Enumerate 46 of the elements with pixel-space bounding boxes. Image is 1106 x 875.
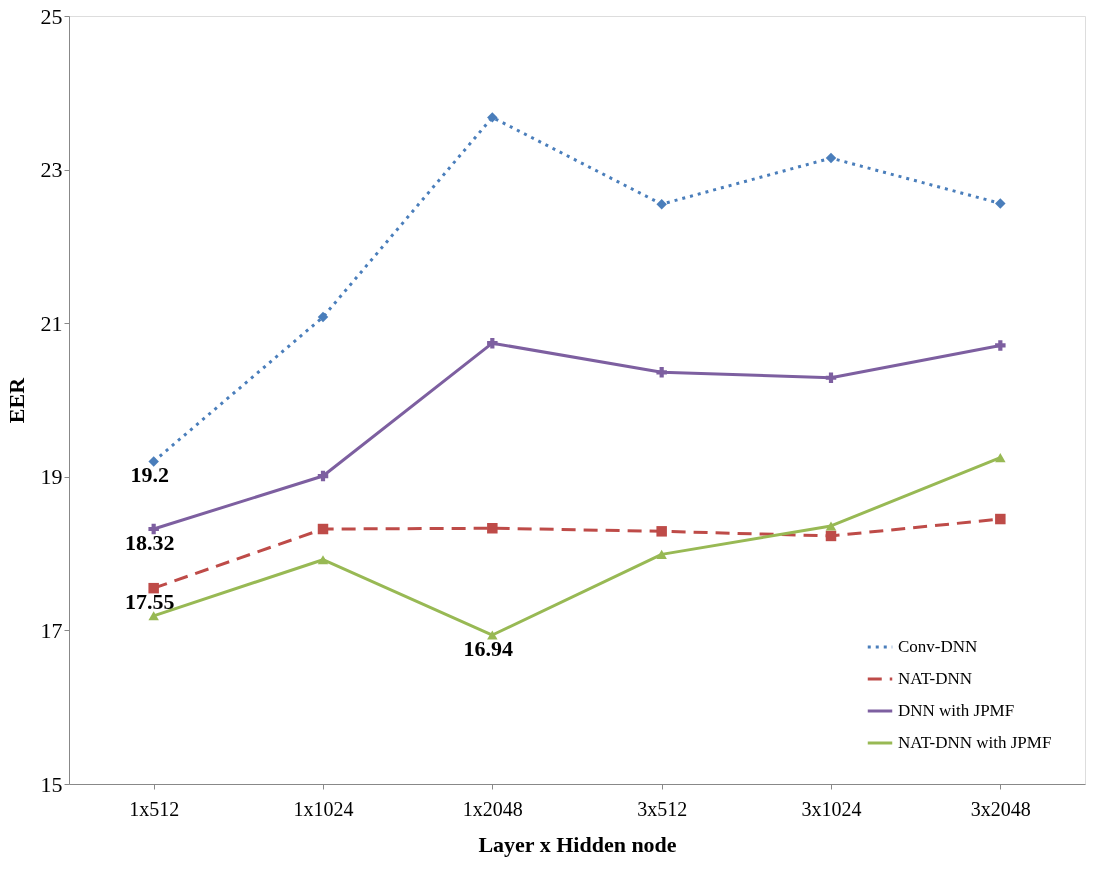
x-tick-label: 1x1024 bbox=[293, 797, 354, 820]
point bbox=[825, 530, 837, 542]
point bbox=[995, 513, 1006, 525]
data-label: 18.32 bbox=[124, 530, 175, 556]
point bbox=[487, 523, 498, 534]
point bbox=[995, 198, 1006, 209]
y-tick-label: 25 bbox=[40, 3, 63, 29]
y-tick-label: 23 bbox=[40, 157, 63, 183]
point bbox=[317, 523, 329, 535]
point bbox=[656, 526, 667, 537]
point bbox=[825, 152, 837, 164]
y-tick-label: 17 bbox=[40, 617, 63, 643]
data-label: 17.55 bbox=[124, 589, 175, 615]
point bbox=[148, 611, 159, 621]
legend-label: DNN with JPMF bbox=[898, 701, 1015, 720]
point bbox=[825, 372, 837, 383]
legend-label: NAT-DNN bbox=[898, 669, 972, 688]
y-axis-title: EER bbox=[3, 376, 29, 424]
x-tick-label: 3x1024 bbox=[801, 797, 862, 820]
point bbox=[317, 470, 329, 482]
point bbox=[656, 198, 667, 210]
point bbox=[317, 311, 329, 323]
data-label: 16.94 bbox=[463, 636, 514, 662]
legend-label: NAT-DNN with JPMF bbox=[898, 733, 1052, 752]
point bbox=[656, 549, 667, 559]
legend-label: Conv-DNN bbox=[898, 637, 978, 656]
point bbox=[148, 456, 159, 467]
y-tick-label: 19 bbox=[40, 464, 63, 490]
x-tick-label: 3x2048 bbox=[970, 797, 1031, 820]
point bbox=[487, 112, 498, 123]
y-tick-label: 21 bbox=[40, 310, 63, 336]
point bbox=[656, 367, 667, 378]
point bbox=[487, 337, 498, 349]
x-tick-label: 1x512 bbox=[129, 797, 180, 820]
point bbox=[148, 523, 159, 535]
x-axis-title: Layer x Hidden node bbox=[478, 831, 677, 857]
y-tick-label: 15 bbox=[40, 771, 63, 797]
x-tick-label: 1x2048 bbox=[462, 797, 523, 820]
point bbox=[995, 453, 1006, 463]
point bbox=[995, 340, 1006, 351]
x-tick-label: 3x512 bbox=[637, 797, 688, 820]
point bbox=[317, 555, 329, 565]
point bbox=[487, 630, 498, 640]
point bbox=[825, 521, 837, 531]
point bbox=[148, 582, 159, 594]
data-label: 19.2 bbox=[130, 462, 169, 488]
